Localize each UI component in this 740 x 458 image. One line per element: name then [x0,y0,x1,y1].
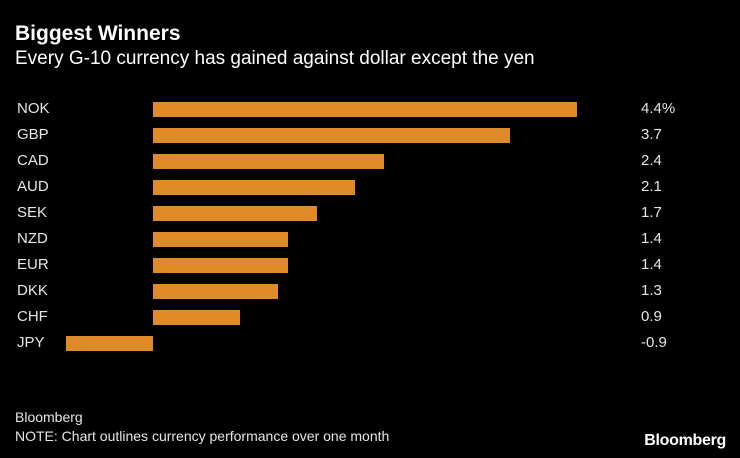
value-label: 3.7 [641,126,662,143]
bar-eur [153,258,288,273]
category-label: EUR [17,256,49,273]
category-label: CHF [17,308,48,325]
bar-nzd [153,232,288,247]
value-label: 1.3 [641,282,662,299]
value-label: 2.1 [641,178,662,195]
category-label: GBP [17,126,49,143]
category-label: NZD [17,230,48,247]
bar-jpy [66,336,153,351]
value-label: 1.4 [641,256,662,273]
note-label: NOTE: Chart outlines currency performanc… [15,428,390,444]
chart-subtitle: Every G-10 currency has gained against d… [15,48,535,69]
value-label: 1.4 [641,230,662,247]
chart-title: Biggest Winners [15,22,181,45]
value-label: 1.7 [641,204,662,221]
value-label: -0.9 [641,334,667,351]
source-label: Bloomberg [15,409,83,425]
category-label: AUD [17,178,49,195]
category-label: DKK [17,282,48,299]
category-label: CAD [17,152,49,169]
category-label: JPY [17,334,45,351]
bloomberg-logo: Bloomberg [644,432,726,449]
value-label: 4.4% [641,100,676,117]
bar-nok [153,102,578,117]
bar-aud [153,180,356,195]
value-label: 0.9 [641,308,662,325]
bar-sek [153,206,317,221]
category-label: SEK [17,204,48,221]
bar-chf [153,310,240,325]
bar-dkk [153,284,279,299]
value-label: 2.4 [641,152,662,169]
category-label: NOK [17,100,50,117]
bar-cad [153,154,385,169]
bar-gbp [153,128,510,143]
